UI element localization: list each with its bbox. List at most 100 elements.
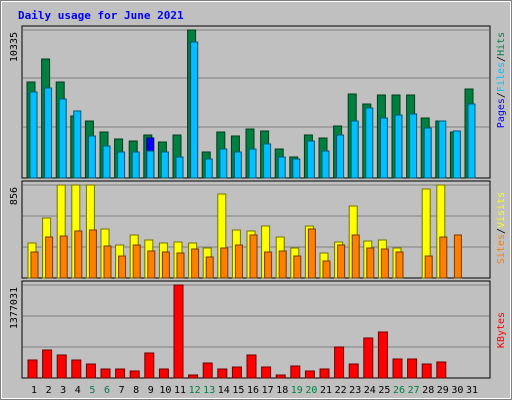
side-legend-top: Pages/Files/Hits: [496, 32, 507, 128]
bar-kbytes-day-1: [27, 359, 38, 379]
bar-kbytes-day-3: [56, 354, 67, 379]
bar-sites-day-25: [380, 248, 389, 279]
bar-files-day-14: [219, 148, 228, 179]
bar-files-day-31: [467, 103, 476, 179]
top-panel: 10335: [9, 25, 491, 179]
bar-files-day-26: [394, 114, 403, 179]
bar-files-day-5: [87, 135, 96, 179]
x-tick-label: 4: [75, 385, 81, 396]
x-tick-label: 28: [422, 385, 434, 396]
bar-sites-day-17: [264, 251, 273, 279]
x-tick-label: 2: [46, 385, 52, 396]
x-tick-label: 12: [189, 385, 201, 396]
side-legend-mid: Sites/Visits: [496, 192, 507, 264]
bar-sites-day-11: [176, 252, 185, 279]
bar-kbytes-day-12: [188, 374, 199, 379]
bar-sites-day-21: [322, 260, 331, 279]
bar-files-day-3: [58, 98, 67, 179]
bar-sites-day-2: [45, 236, 54, 279]
bar-files-day-17: [263, 143, 272, 179]
bar-files-day-27: [409, 113, 418, 179]
bar-kbytes-day-10: [158, 368, 169, 379]
bar-files-day-10: [160, 151, 169, 179]
bar-sites-day-15: [234, 244, 243, 279]
bar-files-day-9: [146, 150, 155, 179]
bar-sites-day-30: [453, 234, 462, 279]
bar-sites-day-28: [424, 255, 433, 279]
legend-entry: /: [496, 56, 507, 62]
x-tick-label: 21: [320, 385, 332, 396]
bar-files-day-28: [423, 127, 432, 179]
legend-entry: Visits: [496, 192, 507, 228]
bar-files-day-7: [117, 151, 126, 179]
x-tick-label: 10: [159, 385, 171, 396]
bar-files-day-29: [438, 120, 447, 179]
bar-kbytes-day-14: [217, 368, 228, 379]
x-tick-label: 18: [276, 385, 288, 396]
bar-kbytes-day-21: [319, 368, 330, 379]
bar-kbytes-day-6: [100, 368, 111, 379]
bar-kbytes-day-8: [129, 370, 140, 379]
legend-entry: Hits: [496, 32, 507, 56]
bar-files-day-1: [29, 91, 38, 179]
x-tick-label: 23: [349, 385, 361, 396]
bar-sites-day-26: [395, 251, 404, 279]
side-legend-bot: KBytes: [496, 312, 507, 348]
x-tick-label: 15: [232, 385, 244, 396]
bar-sites-day-13: [205, 256, 214, 279]
bar-kbytes-day-24: [363, 337, 374, 379]
bar-sites-day-16: [249, 234, 258, 279]
x-tick-label: 14: [218, 385, 230, 396]
bar-files-day-4: [73, 110, 82, 179]
bar-kbytes-day-13: [202, 362, 213, 379]
bar-files-day-21: [321, 150, 330, 179]
x-tick-label: 25: [378, 385, 390, 396]
bar-files-day-16: [248, 148, 257, 179]
x-tick-label: 1: [31, 385, 37, 396]
middle-panel: 856: [9, 180, 491, 279]
bar-files-day-30: [452, 130, 461, 179]
bar-files-day-13: [204, 158, 213, 179]
bar-kbytes-day-25: [377, 331, 388, 379]
x-tick-label: 26: [393, 385, 405, 396]
x-tick-label: 5: [89, 385, 95, 396]
bar-files-day-19: [292, 158, 301, 179]
bar-kbytes-day-18: [275, 374, 286, 379]
bar-kbytes-day-5: [85, 363, 96, 379]
bar-kbytes-day-17: [261, 366, 272, 379]
bar-kbytes-day-23: [348, 363, 359, 379]
bar-sites-day-1: [30, 251, 39, 279]
legend-entry: Files: [496, 62, 507, 92]
legend-entry: KBytes: [496, 312, 507, 348]
bar-kbytes-day-27: [407, 358, 418, 379]
y-max-label: 856: [9, 187, 20, 205]
bar-kbytes-day-28: [421, 363, 432, 379]
bar-sites-day-14: [220, 247, 229, 279]
bar-kbytes-day-9: [144, 352, 155, 379]
bar-kbytes-day-15: [231, 366, 242, 379]
bar-sites-day-12: [191, 248, 200, 279]
x-tick-label: 16: [247, 385, 259, 396]
bar-files-day-18: [277, 156, 286, 179]
bar-files-day-23: [350, 120, 359, 179]
bar-sites-day-10: [161, 251, 170, 279]
legend-entry: Pages: [496, 98, 507, 128]
bar-kbytes-day-11: [173, 284, 184, 379]
bar-files-day-24: [365, 107, 374, 179]
bar-sites-day-8: [132, 244, 141, 279]
x-tick-label: 3: [60, 385, 66, 396]
x-tick-label: 6: [104, 385, 110, 396]
bar-sites-day-6: [103, 245, 112, 279]
x-tick-label: 9: [148, 385, 154, 396]
bar-kbytes-day-7: [115, 368, 126, 379]
bar-sites-day-20: [307, 228, 316, 279]
chart-title: Daily usage for June 2021: [18, 9, 184, 22]
bar-sites-day-18: [278, 250, 287, 279]
y-max-label: 10335: [9, 32, 20, 62]
bar-files-day-20: [306, 140, 315, 179]
x-tick-label: 31: [466, 385, 478, 396]
bar-files-day-15: [233, 151, 242, 179]
bar-kbytes-day-19: [290, 365, 301, 379]
